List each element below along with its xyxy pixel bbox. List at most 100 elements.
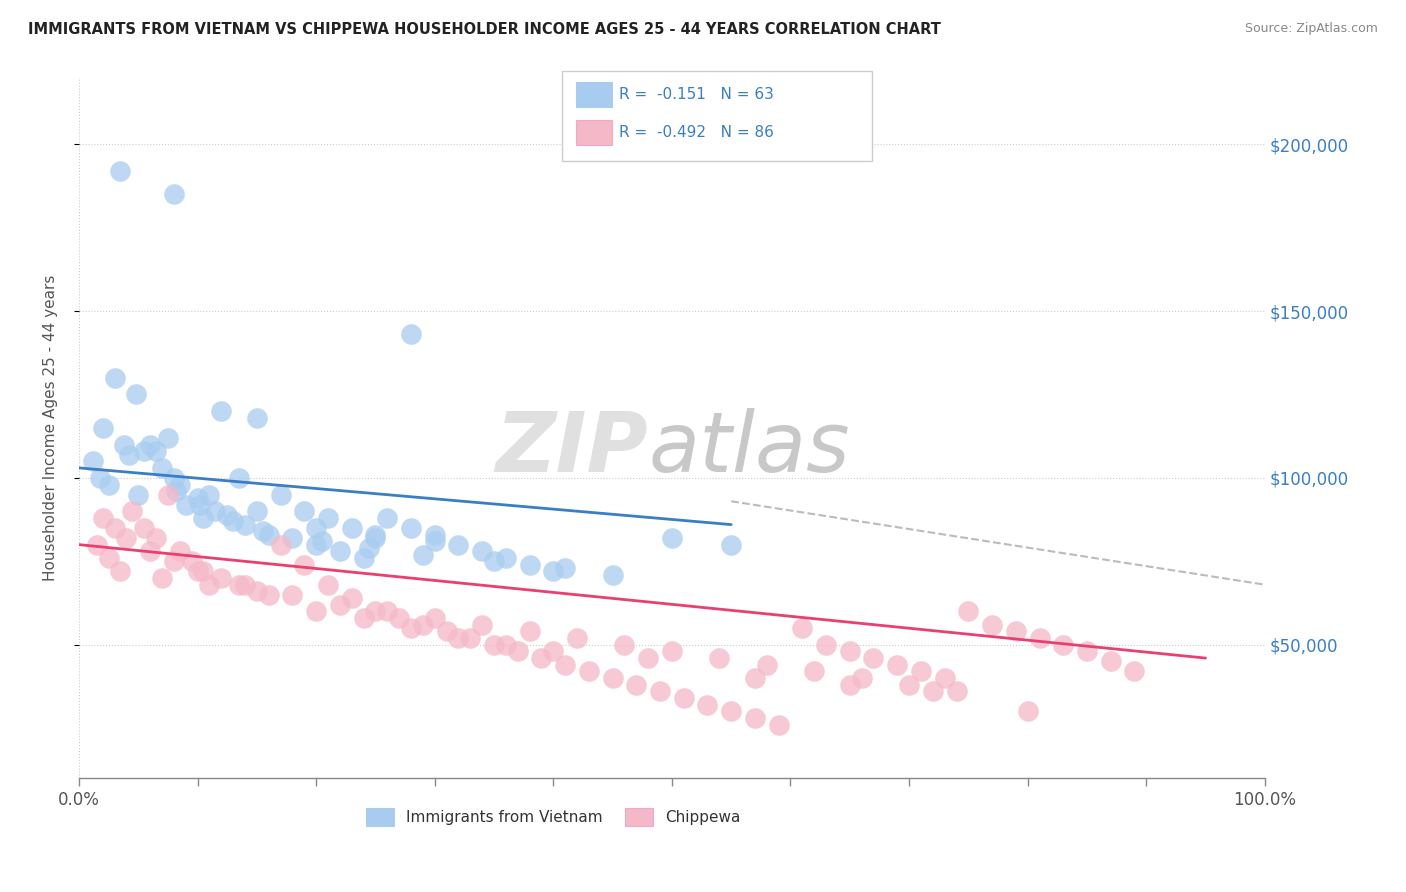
Point (720, 538, 742, 552)
Point (121, 504, 143, 518)
Point (364, 604, 387, 618)
Point (150, 571, 173, 585)
Point (97, 551, 120, 566)
Point (270, 538, 292, 552)
Point (163, 471, 186, 485)
Point (554, 657, 576, 672)
Point (471, 544, 494, 558)
Point (180, 554, 202, 568)
Point (305, 538, 328, 552)
Point (97, 477, 120, 491)
Point (222, 514, 245, 528)
Point (134, 521, 156, 535)
Point (292, 504, 315, 518)
Point (329, 544, 352, 558)
Point (543, 564, 565, 578)
Point (945, 684, 967, 698)
Point (156, 431, 179, 445)
Point (530, 651, 553, 665)
Point (198, 487, 221, 501)
Point (193, 564, 215, 578)
Point (1123, 665, 1146, 679)
Text: atlas: atlas (648, 409, 849, 490)
Point (423, 527, 446, 541)
Point (145, 444, 167, 458)
Point (412, 548, 434, 562)
Point (174, 498, 197, 512)
Point (554, 561, 576, 575)
Point (165, 484, 187, 499)
Point (838, 644, 860, 658)
Point (803, 665, 825, 679)
Point (316, 511, 339, 525)
Y-axis label: Householder Income Ages 25 - 44 years: Householder Income Ages 25 - 44 years (44, 275, 58, 581)
Point (353, 611, 375, 625)
Point (134, 444, 156, 458)
Point (169, 477, 191, 491)
Point (981, 617, 1004, 632)
Point (246, 410, 269, 425)
Point (744, 671, 766, 685)
Point (851, 671, 873, 685)
Point (495, 638, 517, 652)
Point (672, 691, 695, 706)
Point (204, 504, 226, 518)
Point (399, 521, 422, 535)
Point (768, 718, 790, 732)
Point (186, 491, 208, 505)
Point (139, 437, 162, 451)
Point (329, 598, 352, 612)
Point (388, 611, 411, 625)
Point (186, 564, 208, 578)
Point (696, 698, 718, 712)
Point (423, 611, 446, 625)
Legend: Immigrants from Vietnam, Chippewa: Immigrants from Vietnam, Chippewa (359, 801, 748, 834)
Point (661, 644, 683, 658)
Point (163, 187, 186, 202)
Point (89, 471, 111, 485)
Point (412, 617, 434, 632)
Point (648, 684, 671, 698)
Point (519, 558, 541, 572)
Point (281, 588, 304, 602)
Point (399, 621, 422, 635)
Point (720, 705, 742, 719)
Point (626, 678, 648, 692)
Point (364, 531, 387, 545)
Point (305, 521, 328, 535)
Point (217, 508, 239, 522)
Point (110, 164, 132, 178)
Point (458, 631, 481, 645)
Point (118, 448, 141, 462)
Point (1076, 644, 1098, 658)
Point (838, 678, 860, 692)
Point (340, 591, 363, 605)
Point (188, 498, 211, 512)
Point (305, 604, 328, 618)
Point (139, 544, 162, 558)
Point (637, 651, 659, 665)
Point (86, 538, 108, 552)
Point (233, 577, 256, 591)
Point (228, 577, 250, 591)
Point (957, 604, 980, 618)
Point (110, 564, 132, 578)
Point (578, 665, 600, 679)
Point (447, 538, 470, 552)
Point (127, 487, 149, 501)
Point (792, 621, 814, 635)
Point (340, 521, 363, 535)
Point (145, 531, 167, 545)
Point (193, 511, 215, 525)
Point (423, 534, 446, 549)
Point (898, 678, 921, 692)
Point (246, 584, 269, 599)
Point (252, 524, 274, 539)
Point (921, 684, 943, 698)
Point (112, 437, 135, 451)
Point (103, 371, 125, 385)
Point (163, 554, 186, 568)
Point (292, 558, 315, 572)
Point (91, 511, 114, 525)
Point (375, 511, 398, 525)
